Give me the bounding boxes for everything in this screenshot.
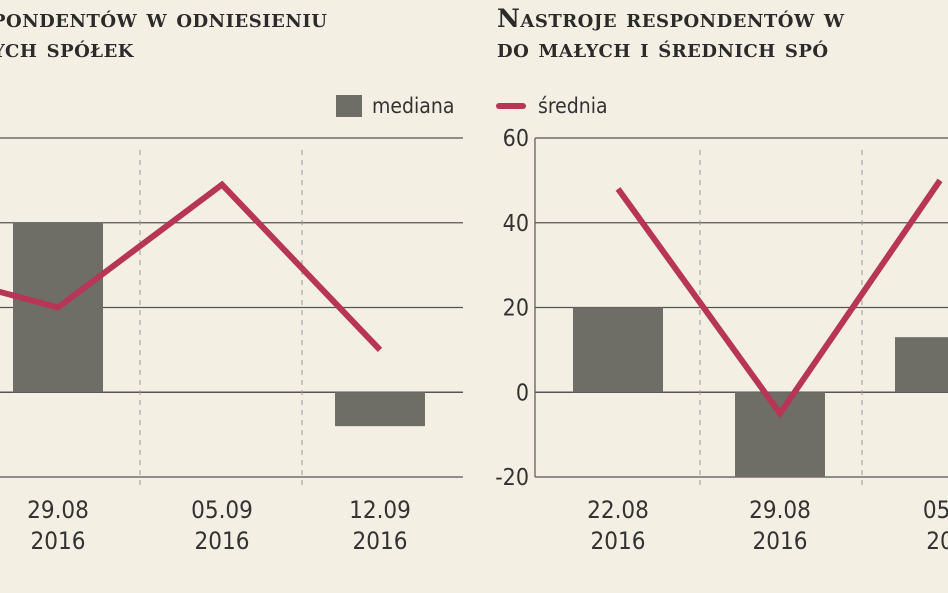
chart-title-right-line-2: do małych i średnich spó [497,34,829,63]
x-tick-label-year: 2016 [195,527,250,555]
legend-srednia: średnia [496,94,608,118]
chart-title-right: Nastroje respondentów w do małych i śred… [497,4,845,64]
x-tick-label-date: 05.09 [191,496,253,524]
x-tick-label-date: 05. [923,496,948,524]
bar-mediana [573,307,663,393]
line-srednia [0,180,383,352]
x-tick-label-date: 22.08 [587,496,649,524]
legend-line-swatch [496,103,526,109]
y-tick-label: 0 [516,380,529,406]
bar-mediana [895,337,948,393]
x-tick-label-year: 2016 [31,527,86,555]
y-tick-label: 40 [503,211,529,237]
x-tick-label-date: 12.09 [349,496,411,524]
x-tick-label-year: 2016 [753,527,808,555]
chart-title-left-line-1: pondentów w odniesieniu [0,4,328,33]
line-srednia [615,178,943,419]
chart-title-left-line-2: ych spółek [0,34,134,63]
y-tick-label: 60 [503,126,529,152]
chart-title-left: pondentów w odniesieniu ych spółek [0,4,327,64]
legend-mediana: mediana [336,94,454,118]
chart-title-right-line-1: Nastroje respondentów w [497,4,845,33]
x-tick-label-year: 20 [926,527,948,555]
y-tick-label: -20 [495,465,529,491]
y-tick-label: 20 [503,296,529,322]
bar-mediana [335,392,425,427]
x-tick-label-date: 29.08 [749,496,811,524]
x-tick-label-year: 2016 [353,527,408,555]
x-tick-label-year: 2016 [591,527,646,555]
legend-mediana-label: mediana [372,94,455,118]
bar-mediana [735,392,825,477]
x-tick-label-date: 29.08 [27,496,89,524]
legend-srednia-label: średnia [538,94,608,118]
legend-bar-swatch [336,95,362,117]
